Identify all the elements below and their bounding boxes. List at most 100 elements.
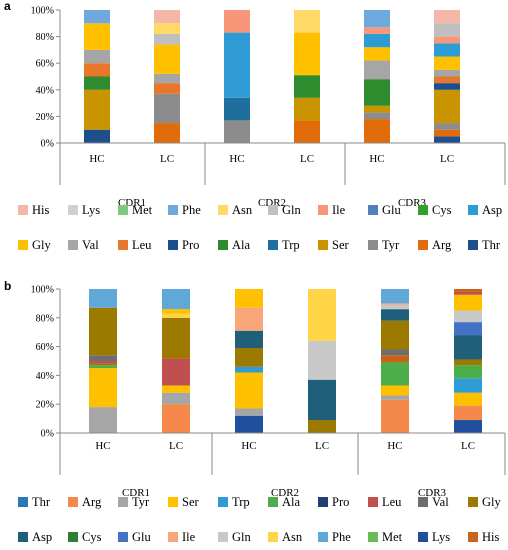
legend-label-ile: Ile: [332, 203, 346, 217]
bar-segment-gly: [454, 359, 482, 366]
bar-segment-ser: [434, 89, 460, 124]
x-tick-label: HC: [369, 153, 384, 165]
legend-swatch-ser: [318, 240, 328, 250]
bar-segment-phe: [381, 289, 409, 304]
legend-swatch-lys: [68, 205, 78, 215]
bar-segment-ile: [381, 303, 409, 305]
bar-segment-trp: [224, 97, 250, 121]
legend-label-asp: Asp: [32, 530, 52, 544]
bar-segment-arg: [294, 120, 320, 143]
bar-segment-ser: [364, 105, 390, 113]
legend-label-his: His: [482, 530, 500, 544]
legend-swatch-trp: [218, 497, 228, 507]
legend-swatch-gly: [468, 497, 478, 507]
bar-segment-glu: [454, 322, 482, 336]
legend-label-trp: Trp: [282, 238, 300, 252]
y-tick-label: 100%: [31, 285, 54, 296]
legend-label-asp: Asp: [482, 203, 502, 217]
bar-segment-gly: [294, 32, 320, 76]
y-tick-label: 80%: [36, 32, 54, 43]
x-tick-label: HC: [241, 440, 256, 452]
bar-segment-ser: [381, 385, 409, 396]
bar-segment-ser: [162, 385, 190, 393]
bar-segment-ala: [294, 75, 320, 98]
bar-segment-val: [381, 349, 409, 356]
legend-swatch-tyr: [368, 240, 378, 250]
bar-segment-gln: [154, 33, 180, 45]
legend-label-ser: Ser: [182, 495, 200, 509]
legend-swatch-gln: [218, 532, 228, 542]
legend-label-ser: Ser: [332, 238, 350, 252]
bar-segment-ala: [84, 76, 110, 90]
bar-segment-gly: [89, 363, 117, 366]
bar-segment-ser: [89, 368, 117, 408]
bar-segment-leu: [154, 83, 180, 94]
legend-swatch-asn: [268, 532, 278, 542]
legend-label-his: His: [32, 203, 50, 217]
bar-segment-his: [154, 10, 180, 24]
legend-label-thr: Thr: [32, 495, 51, 509]
legend-label-asn: Asn: [282, 530, 303, 544]
legend-swatch-pro: [318, 497, 328, 507]
bar-segment-gly: [154, 44, 180, 74]
bar-segment-arg: [434, 129, 460, 137]
y-tick-label: 60%: [36, 59, 54, 70]
legend-label-thr: Thr: [482, 238, 501, 252]
legend-swatch-glu: [118, 532, 128, 542]
bar-segment-ala: [454, 365, 482, 379]
bar-segment-gly: [235, 348, 263, 367]
bar-segment-tyr: [434, 123, 460, 130]
legend-swatch-cys: [68, 532, 78, 542]
legend-swatch-ala: [268, 497, 278, 507]
bar-segment-asp: [381, 309, 409, 321]
bar-segment-ser: [294, 97, 320, 121]
bar-segment-his: [454, 289, 482, 292]
legend-swatch-gln: [268, 205, 278, 215]
bar-segment-ser: [162, 309, 190, 314]
bar-segment-asn: [162, 313, 190, 318]
legend-label-trp: Trp: [232, 495, 250, 509]
x-tick-label: HC: [95, 440, 110, 452]
legend-swatch-met: [118, 205, 128, 215]
bar-segment-arg: [162, 404, 190, 433]
legend-label-cys: Cys: [432, 203, 452, 217]
legend-label-phe: Phe: [332, 530, 351, 544]
bar-segment-asp: [434, 43, 460, 57]
bar-segment-pro: [434, 83, 460, 90]
bar-segment-lys: [235, 415, 263, 433]
bar-segment-asp: [308, 379, 336, 421]
legend-label-val: Val: [82, 238, 99, 252]
panel-label: b: [4, 279, 11, 293]
legend-swatch-phe: [318, 532, 328, 542]
legend-swatch-thr: [468, 240, 478, 250]
legend-swatch-gly: [18, 240, 28, 250]
y-tick-label: 100%: [31, 6, 54, 17]
y-tick-label: 60%: [36, 342, 54, 353]
y-tick-label: 0%: [41, 139, 54, 150]
legend-swatch-cys: [418, 205, 428, 215]
legend-label-asn: Asn: [232, 203, 253, 217]
bar-segment-gln: [308, 340, 336, 380]
bar-segment-asn: [294, 10, 320, 33]
bar-segment-gly: [162, 317, 190, 359]
bar-segment-ala: [381, 362, 409, 386]
legend-label-ala: Ala: [282, 495, 301, 509]
bar-segment-asn: [154, 23, 180, 34]
bar-segment-his: [381, 355, 409, 363]
x-tick-label: LC: [440, 153, 454, 165]
bar-segment-ser: [84, 89, 110, 130]
bar-segment-phe: [89, 289, 117, 308]
bar-segment-gly: [308, 420, 336, 433]
bar-segment-val: [89, 355, 117, 361]
y-tick-label: 20%: [36, 112, 54, 123]
bar-segment-asn: [308, 289, 336, 341]
bar-segment-lys: [454, 420, 482, 433]
bar-segment-arg: [454, 405, 482, 421]
bar-segment-gln: [434, 23, 460, 37]
legend-swatch-pro: [168, 240, 178, 250]
bar-segment-val: [434, 69, 460, 77]
bar-segment-leu: [162, 358, 190, 386]
legend-label-arg: Arg: [82, 495, 102, 509]
bar-segment-arg: [381, 399, 409, 433]
